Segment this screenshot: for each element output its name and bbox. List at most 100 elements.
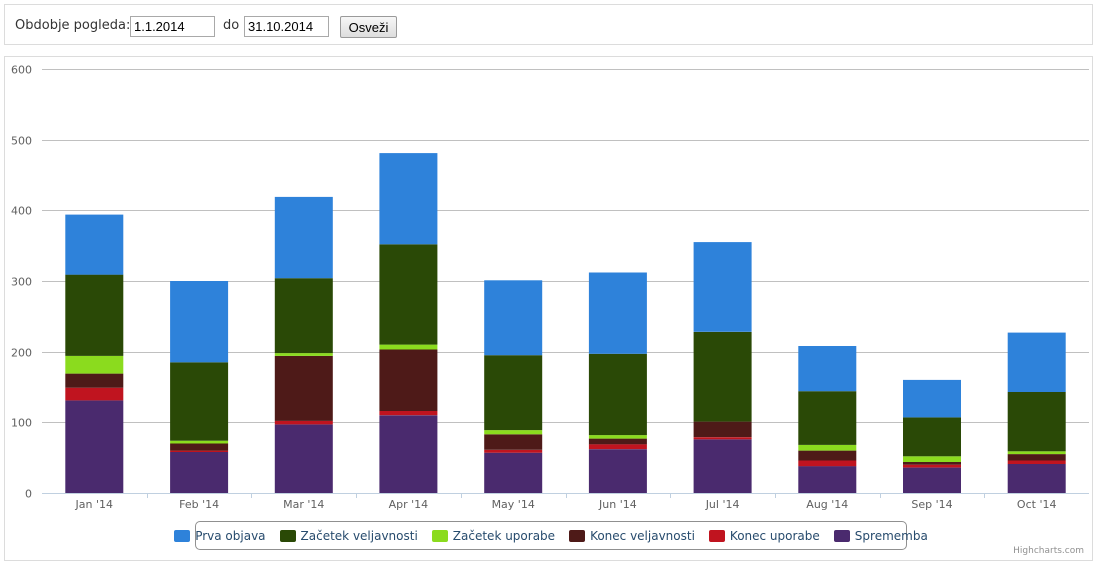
legend-item[interactable]: Začetek uporabe (431, 529, 555, 543)
legend-swatch (174, 529, 191, 542)
bar-segment[interactable] (903, 464, 961, 468)
legend-item[interactable]: Začetek veljavnosti (279, 528, 418, 543)
bar-segment[interactable] (379, 415, 438, 493)
legend-swatch (279, 529, 296, 542)
legend-item[interactable]: Konec uporabe (708, 528, 820, 543)
bar-segment[interactable] (1007, 464, 1066, 493)
legend-swatch (431, 529, 448, 542)
bar-segment[interactable] (274, 424, 333, 494)
bar-segment[interactable] (379, 411, 438, 416)
bar-segment[interactable] (484, 280, 543, 356)
bar-segment[interactable] (379, 349, 438, 412)
bar-segment[interactable] (903, 379, 961, 418)
bar-segment[interactable] (484, 434, 543, 450)
bar-segment[interactable] (170, 281, 229, 363)
legend-label: Konec uporabe (729, 528, 820, 543)
legend-item[interactable]: Sprememba (833, 528, 928, 543)
bar-segment[interactable] (588, 449, 647, 493)
date-to-input[interactable] (244, 16, 329, 37)
x-tick-label: Jan '14 (75, 498, 113, 511)
bar-segment[interactable] (274, 278, 333, 354)
bar-segment[interactable] (1007, 451, 1066, 455)
y-tick-label: 200 (11, 347, 32, 360)
chart-container: 0 100 200 300 400 500 600 Jan '14 Feb '14 Mar '14… (4, 56, 1093, 561)
y-tick-label: 0 (25, 488, 32, 501)
bar-segment[interactable] (274, 196, 333, 279)
bar-segment[interactable] (588, 438, 647, 445)
bar-segment[interactable] (274, 355, 333, 421)
x-tick-label: Jun '14 (598, 498, 637, 511)
date-from-input[interactable] (130, 16, 215, 37)
legend-label: Konec veljavnosti (590, 528, 695, 543)
bar-segment[interactable] (65, 400, 124, 493)
bar-segment[interactable] (170, 443, 229, 451)
y-tick-label: 600 (11, 64, 32, 77)
bar-segment[interactable] (693, 242, 752, 332)
bar-segment[interactable] (274, 420, 333, 425)
x-tick-label: Apr '14 (389, 498, 429, 511)
bar-segment[interactable] (379, 153, 438, 245)
bar-segment[interactable] (903, 461, 961, 465)
bar-segment[interactable] (588, 272, 647, 354)
bar-segment[interactable] (484, 355, 543, 431)
bar-segment[interactable] (379, 344, 438, 350)
bar-segment[interactable] (65, 274, 124, 356)
bar-segment[interactable] (170, 452, 229, 493)
bar-segment[interactable] (1007, 391, 1066, 452)
bar-segment[interactable] (484, 449, 543, 453)
legend-label: Sprememba (854, 528, 928, 543)
bar-segment[interactable] (65, 373, 124, 388)
y-tick-label: 400 (11, 205, 32, 218)
bar-segment[interactable] (65, 387, 124, 401)
bar-segment[interactable] (484, 452, 543, 493)
chart-legend: Prva objava Začetek veljavnosti Začetek up… (174, 521, 928, 550)
x-tick-label: Feb '14 (179, 498, 219, 511)
bar-segment[interactable] (65, 214, 124, 275)
bar-segment[interactable] (1007, 460, 1066, 465)
legend-item[interactable]: Konec veljavnosti (569, 529, 695, 543)
bar-segment[interactable] (170, 362, 229, 441)
bar-segment[interactable] (379, 244, 438, 345)
bar-segment[interactable] (65, 355, 124, 374)
bar-segment[interactable] (798, 444, 857, 451)
bar-segment[interactable] (693, 331, 752, 422)
stacked-bar-chart: 0 100 200 300 400 500 600 Jan '14 Feb '14 Mar '14… (11, 64, 1089, 511)
x-tick-label: Mar '14 (283, 498, 324, 511)
x-tick-label: Aug '14 (806, 498, 848, 511)
bar-segment[interactable] (484, 430, 543, 435)
bar-segment[interactable] (588, 444, 647, 450)
x-tick-label: Sep '14 (911, 498, 952, 511)
period-label: Obdobje pogleda: (15, 18, 131, 33)
bar-segment[interactable] (903, 417, 961, 457)
bar-segment[interactable] (274, 353, 333, 356)
credits-link[interactable]: Highcharts.com (1013, 546, 1084, 556)
legend-label: Začetek veljavnosti (300, 528, 418, 543)
bar-segment[interactable] (903, 456, 961, 462)
legend-swatch (708, 529, 725, 542)
bar-segment[interactable] (693, 439, 752, 493)
legend-label: Prva objava (195, 528, 266, 543)
filter-bar: Obdobje pogleda: do Osveži (4, 4, 1093, 45)
x-tick-label: May '14 (492, 498, 535, 511)
bar-segment[interactable] (170, 440, 229, 444)
bar-segment[interactable] (798, 346, 857, 392)
bar-segment[interactable] (798, 460, 857, 467)
bar-segment[interactable] (588, 353, 647, 436)
bar-segment[interactable] (1007, 454, 1066, 461)
bar-segment[interactable] (1007, 332, 1066, 392)
bar-segment[interactable] (693, 421, 752, 438)
to-label: do (223, 18, 240, 33)
bar-segment[interactable] (798, 450, 857, 461)
bar-segment[interactable] (903, 467, 961, 493)
bar-segment[interactable] (170, 450, 229, 452)
legend-swatch (833, 529, 850, 542)
x-tick-label: Oct '14 (1017, 498, 1057, 511)
refresh-button[interactable]: Osveži (340, 16, 397, 38)
legend-swatch (569, 529, 586, 542)
y-tick-label: 100 (11, 417, 32, 430)
bar-segment[interactable] (693, 437, 752, 440)
bar-segment[interactable] (588, 435, 647, 439)
legend-item[interactable]: Prva objava (174, 528, 266, 543)
bar-segment[interactable] (798, 466, 857, 493)
bar-segment[interactable] (798, 391, 857, 445)
